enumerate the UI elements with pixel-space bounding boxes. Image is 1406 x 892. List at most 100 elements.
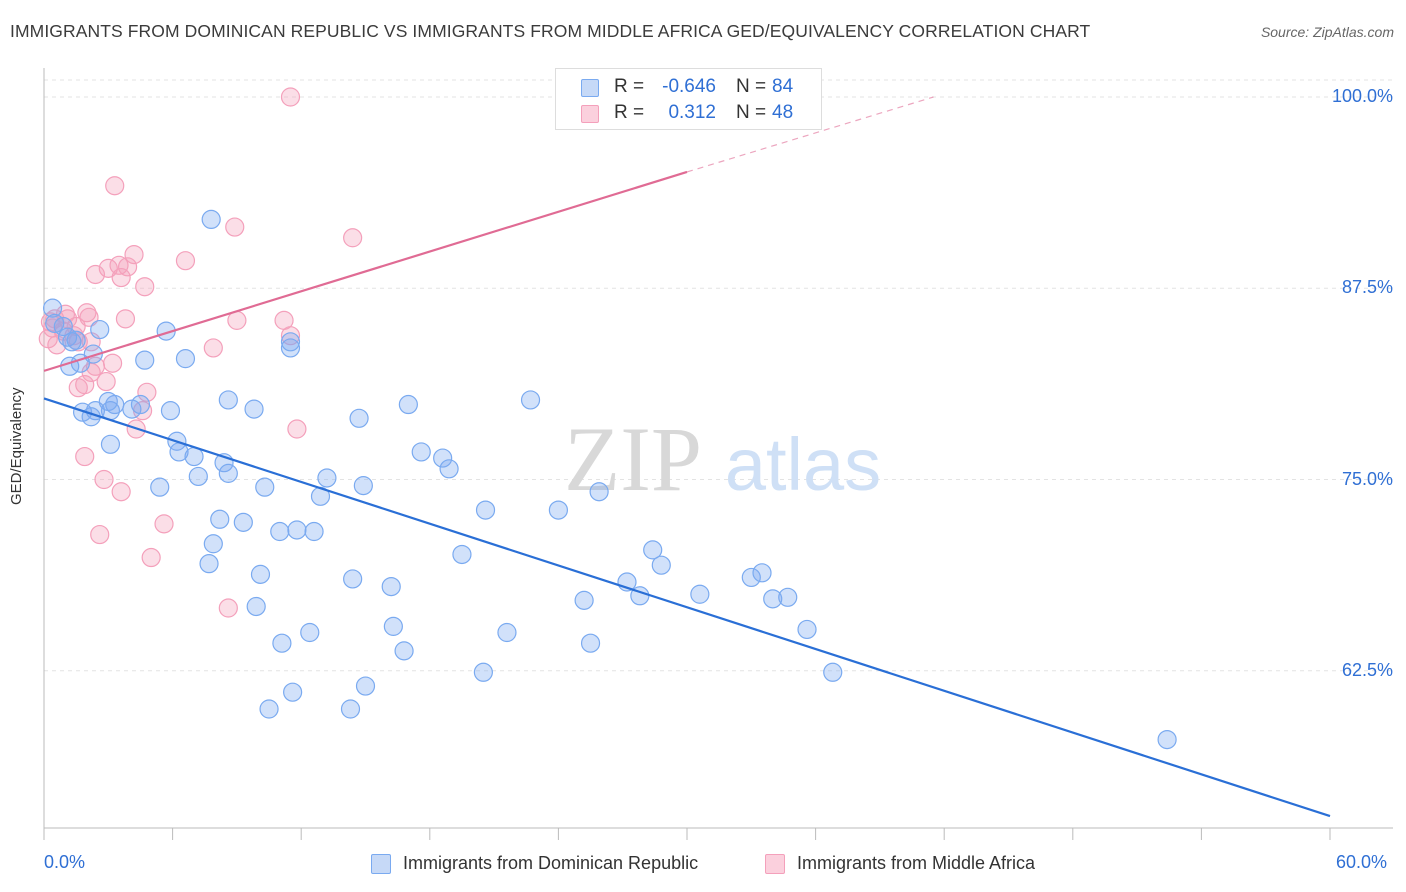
dominican-point-24 — [280, 332, 301, 352]
dominican-point-53 — [452, 544, 472, 565]
watermark-atlas: atlas — [725, 423, 881, 506]
trend-lines — [43, 96, 1331, 818]
dominican-point-78 — [259, 699, 279, 719]
dominican-point-51 — [203, 534, 223, 554]
dominican-point-57 — [381, 576, 401, 597]
dominican-point-71 — [580, 633, 601, 653]
axes — [43, 68, 1393, 840]
dominican-point-77 — [283, 682, 303, 702]
dominican-point-40 — [411, 442, 431, 462]
legend-row-dominican: R = -0.646 N = 84 — [556, 76, 821, 100]
dominican-point-81 — [763, 589, 783, 609]
dominican-point-79 — [340, 699, 361, 719]
middle-africa-point-28 — [203, 338, 223, 358]
dominican-point-80 — [1157, 729, 1177, 750]
dominican-point-47 — [233, 512, 253, 532]
dominican-point-18 — [175, 349, 196, 369]
legend-swatch-blue — [581, 79, 599, 97]
dominican-point-35 — [150, 477, 170, 497]
dominican-point-15 — [122, 399, 142, 419]
legend-swatch-pink — [581, 105, 599, 123]
dominican-point-8 — [90, 319, 110, 340]
middle-africa-point-23 — [115, 309, 136, 329]
grid-lines — [44, 79, 1393, 672]
legend-r-value: 0.312 — [668, 102, 716, 123]
correlation-legend: R = -0.646 N = 84 R = 0.312 N = 48 — [555, 68, 822, 130]
watermark-zip: ZIP — [564, 408, 702, 510]
dominican-point-28 — [100, 434, 121, 454]
legend-row-middle-africa: R = 0.312 N = 48 — [556, 102, 821, 126]
trend-line-middle-africa — [43, 170, 688, 372]
y-tick-label-3: 100.0% — [1331, 86, 1393, 106]
middle-africa-point-0 — [280, 87, 301, 107]
legend-n-value: 84 — [772, 76, 794, 97]
middle-africa-point-2 — [225, 217, 245, 237]
dominican-point-52 — [199, 554, 219, 574]
dominican-point-73 — [797, 619, 817, 640]
legend-label: Immigrants from Middle Africa — [797, 853, 1036, 873]
dominican-point-26 — [398, 394, 418, 415]
dominican-point-72 — [394, 641, 414, 661]
dominican-point-34 — [188, 466, 208, 487]
middle-africa-point-22 — [79, 307, 99, 327]
chart-title: IMMIGRANTS FROM DOMINICAN REPUBLIC VS IM… — [10, 21, 1091, 41]
source-credit: Source: ZipAtlas.com — [1260, 24, 1394, 40]
y-tick-label-1: 75.0% — [1341, 468, 1393, 489]
dominican-point-50 — [304, 521, 324, 542]
middle-africa-point-5 — [175, 251, 196, 271]
middle-africa-point-7 — [117, 257, 138, 277]
dominican-point-25 — [349, 408, 369, 428]
dominican-point-19 — [135, 350, 155, 370]
middle-africa-point-45 — [218, 598, 238, 618]
dominican-point-43 — [475, 500, 496, 520]
dominican-point-55 — [250, 564, 271, 584]
dominican-point-67 — [383, 616, 403, 636]
legend-swatch-pink — [765, 854, 785, 874]
dominican-point-13 — [72, 402, 93, 422]
middle-africa-point-41 — [111, 482, 131, 502]
trend-line-dominican — [43, 397, 1331, 818]
dominican-point-7 — [83, 344, 103, 364]
dominican-point-82 — [66, 330, 86, 350]
dominican-point-49 — [287, 520, 307, 540]
dominican-point-23 — [280, 338, 301, 358]
dominican-point-83 — [98, 391, 118, 412]
dominican-point-36 — [255, 477, 275, 497]
watermark: ZIP atlas — [564, 408, 881, 510]
legend-r-label: R = — [614, 102, 645, 123]
dominican-point-69 — [497, 622, 517, 643]
dominican-point-44 — [548, 500, 569, 520]
series-dominican-republic — [42, 209, 1177, 750]
middle-africa-point-3 — [343, 228, 363, 248]
series-legend: Immigrants from Dominican Republic Immig… — [0, 852, 1406, 878]
dominican-point-62 — [574, 590, 594, 610]
dominican-point-27 — [520, 390, 541, 410]
middle-africa-point-42 — [154, 514, 174, 534]
middle-africa-point-10 — [111, 267, 131, 288]
dominican-point-74 — [473, 662, 493, 682]
middle-africa-point-1 — [105, 176, 125, 196]
dominican-point-41 — [433, 448, 453, 468]
x-tick-label-max: 60.0% — [1336, 852, 1388, 872]
middle-africa-point-4 — [124, 244, 144, 265]
dominican-point-46 — [210, 509, 230, 529]
dominican-point-22 — [201, 209, 221, 229]
dominican-point-65 — [778, 587, 798, 607]
middle-africa-point-39 — [75, 446, 95, 467]
legend-n-label: N = — [736, 76, 767, 97]
middle-africa-point-11 — [135, 277, 155, 297]
dominican-point-33 — [218, 463, 238, 483]
dominican-point-17 — [160, 401, 181, 421]
dominican-point-64 — [752, 563, 772, 583]
legend-n-value: 48 — [772, 102, 794, 123]
dominican-point-66 — [246, 596, 266, 617]
middle-africa-point-38 — [287, 419, 307, 439]
dominican-point-20 — [218, 390, 238, 410]
dominican-point-70 — [272, 633, 292, 653]
dominican-point-68 — [300, 622, 320, 643]
dominican-point-0 — [42, 298, 63, 318]
series-middle-africa — [38, 87, 363, 618]
legend-r-label: R = — [614, 76, 645, 97]
dominican-point-16 — [130, 394, 151, 415]
x-tick-label-min: 0.0% — [44, 852, 86, 872]
